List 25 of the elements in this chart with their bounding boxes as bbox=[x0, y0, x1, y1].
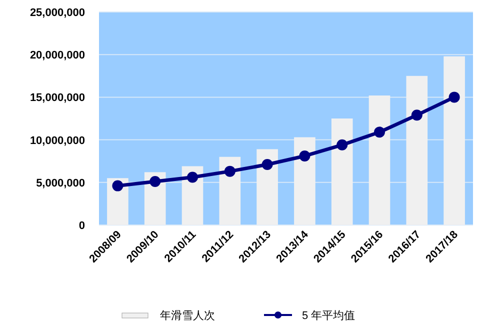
point bbox=[187, 172, 198, 183]
point bbox=[224, 166, 236, 177]
y-tick-label: 10,000,000 bbox=[30, 134, 85, 147]
legend-label: 5 年平均值 bbox=[302, 310, 356, 322]
bar bbox=[368, 95, 390, 225]
y-tick-label: 5,000,000 bbox=[36, 177, 85, 190]
y-tick-label: 25,000,000 bbox=[30, 7, 85, 19]
bar bbox=[256, 149, 278, 225]
bar bbox=[294, 137, 316, 225]
y-tick-label: 0 bbox=[78, 220, 85, 232]
bar bbox=[219, 156, 241, 225]
point bbox=[112, 180, 124, 192]
legend-label: 年滑雪人次 bbox=[160, 310, 215, 322]
y-tick-label: 20,000,000 bbox=[30, 50, 85, 62]
point bbox=[262, 159, 273, 170]
point bbox=[150, 176, 161, 188]
point bbox=[336, 139, 348, 150]
bar bbox=[444, 56, 465, 225]
point bbox=[299, 150, 310, 162]
point bbox=[448, 92, 460, 103]
point bbox=[411, 110, 422, 121]
y-tick-label: 15,000,000 bbox=[30, 92, 85, 104]
bar bbox=[331, 118, 353, 225]
point bbox=[374, 126, 385, 138]
bar bbox=[406, 76, 428, 225]
